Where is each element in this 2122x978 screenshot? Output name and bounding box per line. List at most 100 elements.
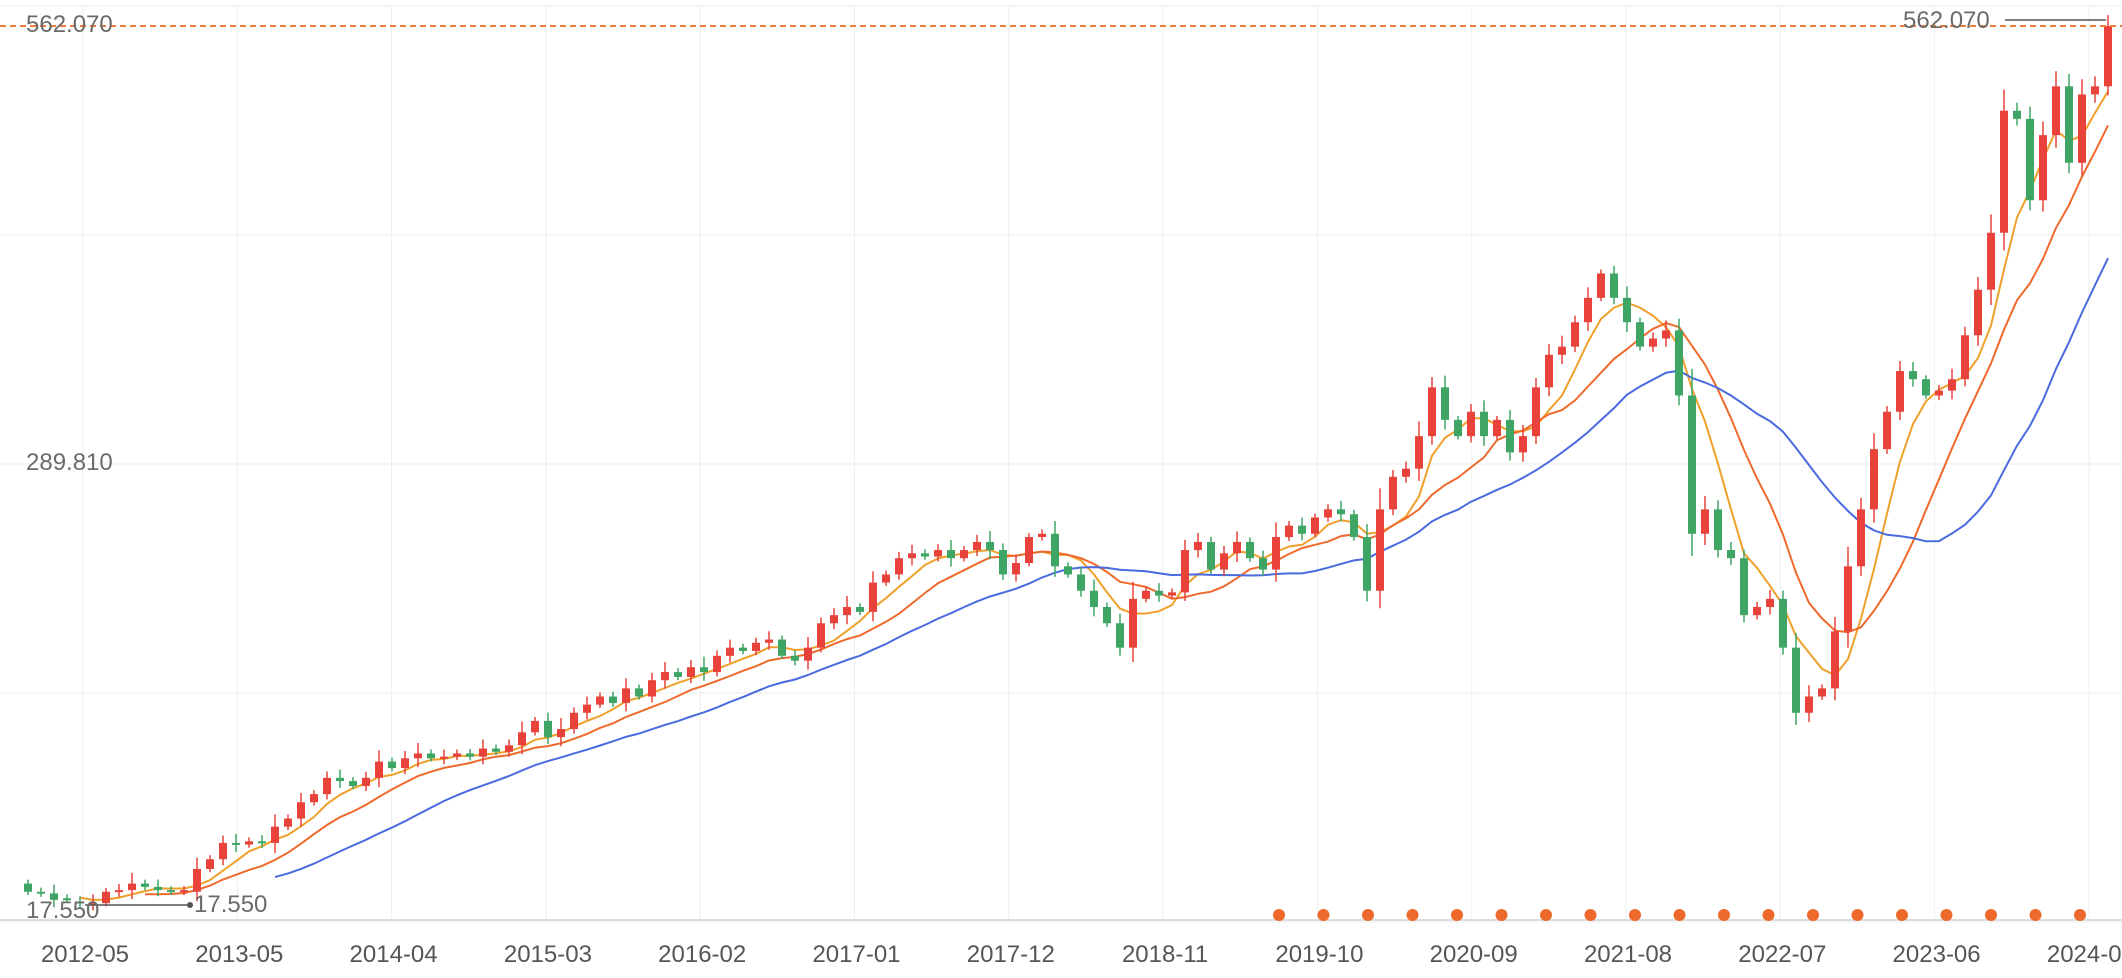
candle-down: [1922, 379, 1930, 396]
candle-down: [336, 777, 344, 782]
candle-up: [1896, 371, 1904, 412]
candle-up: [1597, 273, 1605, 298]
candle-up: [1857, 509, 1865, 567]
ma-short-line: [79, 90, 2109, 901]
candle-down: [1116, 623, 1124, 648]
candle-down: [1714, 509, 1722, 551]
candle-up: [661, 672, 669, 681]
candle-up: [1402, 468, 1410, 477]
candle-up: [1766, 598, 1774, 607]
x-tick-label: 2012-05: [41, 941, 129, 968]
candle-up: [1389, 476, 1397, 510]
candle-down: [986, 541, 994, 551]
candle-down: [700, 667, 708, 673]
event-marker: [1940, 909, 1953, 921]
candle-up: [1571, 322, 1579, 347]
candle-up: [1233, 541, 1241, 554]
candle-up: [1194, 541, 1202, 551]
candle-up: [1012, 563, 1020, 575]
candle-down: [921, 553, 929, 557]
candle-up: [843, 606, 851, 616]
candle-up: [973, 541, 981, 551]
candle-up: [531, 720, 539, 733]
candle-down: [947, 550, 955, 559]
candle-up: [882, 574, 890, 583]
x-tick-label: 2014-04: [350, 941, 438, 968]
candle-up: [115, 890, 123, 893]
candle-up: [1844, 566, 1852, 632]
candle-up: [1961, 335, 1969, 380]
candle-up: [440, 756, 448, 759]
candle-up: [895, 558, 903, 575]
candle-down: [1350, 514, 1358, 538]
candle-up: [908, 553, 916, 559]
candle-down: [1363, 537, 1371, 591]
candle-up: [1662, 330, 1670, 339]
event-marker: [1718, 909, 1730, 921]
annotations: 562.070 17.550: [0, 7, 2122, 918]
candle-down: [856, 606, 864, 612]
candle-down: [1064, 566, 1072, 575]
x-tick-label: 2017-01: [812, 941, 900, 968]
candle-up: [1935, 390, 1943, 396]
candle-up: [2104, 26, 2112, 87]
x-axis: 2012-05 2013-05 2014-04 2015-03 2016-02 2017-…: [41, 941, 2122, 968]
candle-up: [570, 712, 578, 730]
candle-up: [622, 688, 630, 703]
candle-up: [1831, 631, 1839, 689]
x-tick-label: 2018-11: [1122, 941, 1208, 968]
candle-up: [219, 842, 227, 860]
x-tick-label: 2023-06: [1893, 941, 1981, 968]
event-marker: [1406, 909, 1419, 921]
candle-down: [492, 748, 500, 752]
candle-down: [544, 720, 552, 738]
candle-up: [2052, 86, 2060, 136]
x-tick-label: 2019-10: [1275, 941, 1363, 968]
candle-down: [1792, 647, 1800, 713]
ma-mid-line: [144, 124, 2109, 896]
candle-down: [1259, 558, 1267, 570]
event-marker: [2074, 909, 2086, 921]
candle-up: [1038, 533, 1046, 538]
candle-down: [739, 647, 747, 651]
candle-up: [271, 826, 279, 843]
event-marker: [1807, 909, 1819, 921]
y-tick-label: 562.070: [26, 11, 113, 38]
grid: [0, 5, 2122, 923]
candle-down: [167, 890, 175, 893]
event-marker: [1273, 909, 1285, 921]
candle-up: [687, 667, 695, 677]
candle-up: [1584, 297, 1592, 323]
candle-up: [128, 883, 136, 891]
candle-down: [791, 655, 799, 661]
candle-down: [154, 886, 162, 891]
candle-down: [1155, 590, 1163, 596]
candle-down: [37, 891, 45, 894]
candle-up: [323, 777, 331, 795]
candle-down: [388, 761, 396, 769]
candle-down: [1688, 395, 1696, 534]
candle-down: [1623, 297, 1631, 323]
candle-up: [2000, 110, 2008, 233]
candle-up: [583, 704, 591, 713]
candle-up: [414, 753, 422, 759]
candle-down: [1610, 273, 1618, 298]
event-marker: [1540, 909, 1552, 921]
candle-up: [2039, 135, 2047, 201]
candle-up: [1142, 590, 1150, 599]
candle-down: [141, 883, 149, 887]
candle-down: [1441, 387, 1449, 420]
event-marker: [2029, 909, 2042, 921]
min-leader-dot: [187, 902, 193, 908]
candle-up: [1493, 419, 1501, 437]
candle-up: [1311, 517, 1319, 534]
candle-up: [1428, 387, 1436, 437]
candle-up: [1883, 411, 1891, 450]
candle-down: [466, 753, 474, 757]
candle-down: [63, 898, 71, 901]
candle-up: [310, 794, 318, 803]
candle-up: [362, 777, 370, 786]
candle-up: [1818, 688, 1826, 697]
